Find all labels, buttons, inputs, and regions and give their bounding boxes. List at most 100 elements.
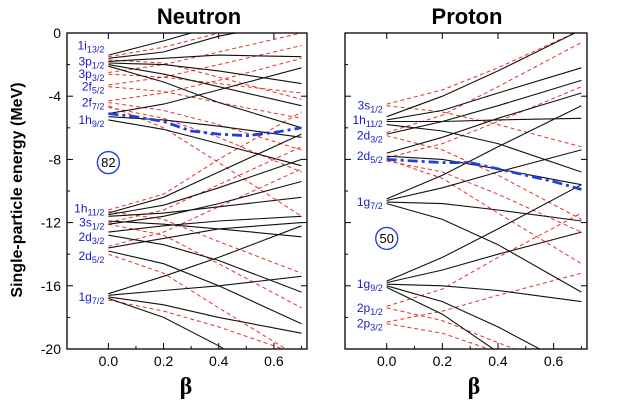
neutron-solid-level-13 — [108, 180, 302, 225]
neutron-dashed-level-1 — [108, 59, 302, 100]
proton-solid-level-5 — [386, 92, 582, 154]
neutron-dashed-level-2 — [108, 33, 302, 73]
proton-solid-level-12 — [386, 231, 582, 284]
proton-xtick-label-0: 0.0 — [377, 353, 397, 369]
neutron-solid-level-21 — [108, 297, 225, 349]
neutron-orbital-label-1: 3p1/2 — [79, 54, 105, 70]
neutron-dashed-level-0 — [108, 33, 221, 58]
proton-dashed-level-2 — [386, 42, 582, 133]
neutron-solid-level-5 — [108, 65, 302, 129]
neutron-solid-level-2 — [108, 54, 302, 62]
neutron-dashed-level-11 — [108, 211, 302, 274]
proton-orbital-label-6: 2p1/2 — [357, 301, 383, 317]
neutron-orbital-label-2: 3p3/2 — [79, 67, 105, 83]
neutron-magic-number: 82 — [101, 155, 115, 170]
neutron-ytick-label-2: -8 — [49, 151, 62, 167]
neutron-solid-level-20 — [108, 296, 302, 334]
neutron-orbital-label-0: 1i13/2 — [78, 39, 105, 55]
proton-xtick-label-2: 0.4 — [488, 353, 508, 369]
neutron-orbital-label-5: 1h9/2 — [79, 113, 105, 129]
neutron-solid-level-8 — [108, 119, 302, 167]
neutron-dashed-level-10 — [108, 111, 302, 211]
neutron-orbital-label-8: 2d3/2 — [79, 230, 105, 246]
proton-x-axis-label: β — [468, 374, 481, 400]
proton-orbital-label-2: 2d3/2 — [357, 129, 383, 145]
proton-dashed-level-4 — [386, 86, 582, 159]
proton-fermi-level — [386, 158, 582, 191]
neutron-panel: Neutron 0.0 0.2 0.4 0.6 0 -4 -8 -12 -16 -20 1i13/… — [41, 4, 308, 400]
neutron-dashed-level-14 — [108, 168, 302, 247]
neutron-title: Neutron — [157, 4, 241, 29]
proton-xtick-label-3: 0.6 — [544, 353, 564, 369]
neutron-solid-level-9 — [108, 133, 302, 214]
neutron-solid-level-16 — [108, 222, 302, 249]
neutron-solid-level-0 — [108, 33, 194, 56]
neutron-dashed-level-6 — [108, 57, 302, 102]
neutron-x-axis-label: β — [180, 374, 193, 400]
neutron-levels — [108, 33, 302, 349]
neutron-dashed-level-13 — [108, 223, 302, 309]
proton-levels — [386, 33, 582, 349]
proton-orbital-label-0: 3s1/2 — [358, 99, 383, 115]
neutron-solid-level-1 — [108, 33, 239, 59]
proton-magic: 50 — [375, 226, 399, 251]
proton-solid-level-14 — [386, 285, 541, 349]
proton-solid-level-7 — [386, 105, 582, 200]
proton-solid-level-11 — [386, 184, 582, 282]
neutron-dashed-level-15 — [108, 253, 287, 349]
neutron-ticks: 0.0 0.2 0.4 0.6 0 -4 -8 -12 -16 -20 — [41, 25, 307, 369]
neutron-xtick-label-1: 0.2 — [154, 353, 174, 369]
proton-solid-level-3 — [386, 124, 582, 173]
neutron-solid-level-18 — [108, 225, 302, 295]
proton-magic-number: 50 — [379, 231, 393, 246]
proton-dashed-level-10 — [386, 323, 491, 349]
proton-ticks: 0.0 0.2 0.4 0.6 — [345, 32, 587, 369]
neutron-solid-level-17 — [108, 250, 302, 325]
proton-title: Proton — [432, 4, 503, 29]
neutron-xtick-label-2: 0.4 — [209, 353, 229, 369]
proton-solid-level-0 — [386, 33, 577, 118]
proton-solid-level-6 — [386, 155, 582, 186]
proton-dashed-level-1 — [386, 105, 582, 148]
neutron-orbital-label-3: 2f5/2 — [82, 80, 105, 96]
proton-dashed-level-0 — [386, 33, 576, 105]
proton-plot-frame — [344, 32, 588, 350]
proton-solid-level-9 — [386, 201, 582, 222]
neutron-solid-level-6 — [108, 67, 302, 115]
neutron-ytick-label-0: 0 — [53, 25, 61, 41]
proton-orbital-label-7: 2p3/2 — [357, 317, 383, 333]
proton-solid-level-13 — [386, 283, 582, 303]
neutron-solid-level-14 — [108, 215, 302, 233]
proton-dashed-level-8 — [386, 307, 517, 349]
neutron-ytick-label-1: -4 — [49, 88, 62, 104]
proton-solid-level-4 — [386, 79, 582, 135]
y-axis-label: Single-particle energy (MeV) — [9, 82, 26, 297]
neutron-dashed-level-8 — [108, 105, 302, 217]
neutron-ytick-label-3: -12 — [41, 215, 61, 231]
neutron-dashed-level-16 — [108, 299, 285, 349]
proton-orbital-label-3: 2d5/2 — [357, 149, 383, 165]
proton-solid-level-1 — [386, 67, 582, 121]
neutron-orbital-label-6: 1h11/2 — [74, 201, 104, 217]
proton-dashed-level-9 — [386, 272, 582, 323]
neutron-xtick-label-0: 0.0 — [99, 353, 119, 369]
neutron-orbital-label-4: 2f7/2 — [82, 96, 105, 112]
neutron-solid-level-7 — [108, 116, 302, 138]
proton-xtick-label-1: 0.2 — [433, 353, 453, 369]
neutron-solid-level-12 — [108, 220, 302, 238]
neutron-solid-level-15 — [108, 234, 302, 293]
proton-solid-level-10 — [386, 203, 582, 293]
neutron-solid-level-10 — [108, 158, 302, 216]
neutron-orbital-label-10: 1g7/2 — [79, 290, 105, 306]
proton-orbital-label-1: 1h11/2 — [353, 113, 383, 129]
neutron-ytick-label-4: -16 — [41, 278, 61, 294]
proton-dashed-level-5 — [386, 158, 582, 265]
proton-orbital-label-4: 1g7/2 — [357, 195, 383, 211]
proton-dashed-level-6 — [386, 160, 582, 233]
proton-solid-level-2 — [386, 117, 582, 123]
proton-orbital-label-5: 1g9/2 — [357, 277, 383, 293]
